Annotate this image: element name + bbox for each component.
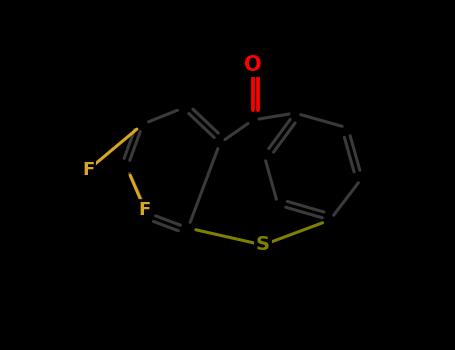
Text: F: F xyxy=(82,161,94,179)
Text: S: S xyxy=(256,236,270,254)
Text: O: O xyxy=(244,55,262,75)
Text: F: F xyxy=(139,201,151,219)
